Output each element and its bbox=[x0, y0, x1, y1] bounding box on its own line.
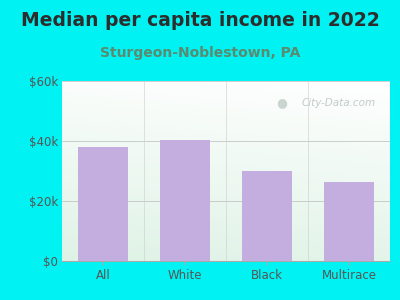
Bar bbox=[324, 182, 374, 261]
Bar bbox=[78, 147, 128, 261]
Bar bbox=[160, 140, 210, 261]
Text: ●: ● bbox=[276, 96, 287, 109]
Text: Median per capita income in 2022: Median per capita income in 2022 bbox=[21, 11, 379, 29]
Text: Sturgeon-Noblestown, PA: Sturgeon-Noblestown, PA bbox=[100, 46, 300, 61]
Bar bbox=[242, 171, 292, 261]
Text: City-Data.com: City-Data.com bbox=[302, 98, 376, 108]
